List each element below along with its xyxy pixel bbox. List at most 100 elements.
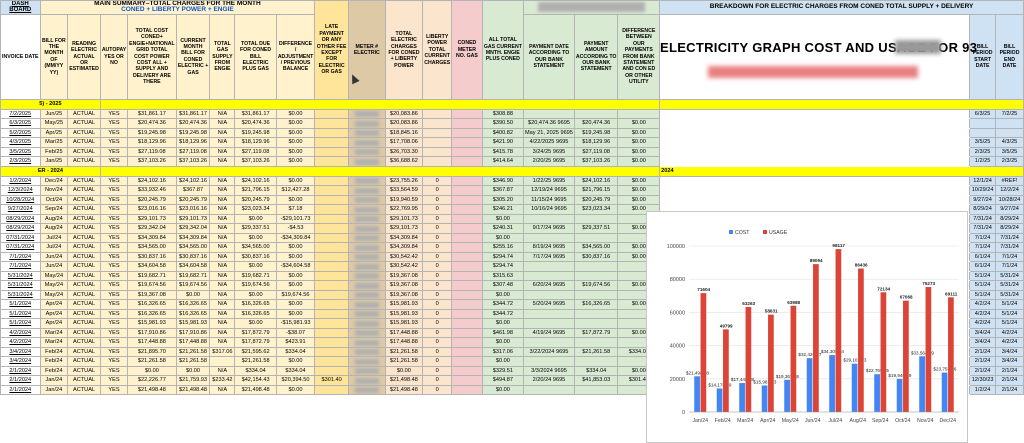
cell [451,146,483,158]
cell: $0.00 [617,137,661,148]
meter-cell [348,194,386,206]
cell: $400.82 [481,127,525,139]
cost-data-label: $15,981.93 [753,379,776,384]
cell: 3/4/24 [995,356,1024,367]
cost-bar [919,356,925,412]
meter-cell [348,270,386,282]
invoice-date-link[interactable]: 08/29/2024 [0,223,41,234]
cell: ACTUAL [67,327,101,339]
cell: N/A [209,213,236,225]
cell: Jul/24 [39,242,69,253]
invoice-date-link[interactable]: 4/2/2024 [0,327,41,339]
x-tick-label: Oct/24 [895,418,910,424]
cell: YES [99,365,129,377]
cell: $0.00 [234,289,277,301]
invoice-date-link[interactable]: 08/29/2024 [0,213,41,225]
dashboard-link[interactable]: DASH BOARD [0,0,41,15]
cell: $0.00 [481,337,525,348]
cell: $494.87 [481,375,525,386]
invoice-date-link[interactable]: 12/3/2024 [0,185,41,196]
cell [451,308,483,320]
invoice-date-link[interactable]: 3/5/2025 [0,146,41,158]
cell [314,204,349,215]
cell: $19,682.71 [127,270,177,282]
cell: $23,023.34 [234,204,277,215]
meter-cell [348,280,386,291]
cell: ACTUAL [67,156,101,167]
invoice-date-link[interactable]: 5/1/2024 [0,308,41,320]
invoice-date-link[interactable]: 5/2/2025 [0,127,41,139]
chart-area-cell [659,108,971,120]
meter-cell [348,223,386,234]
cost-bar [716,388,723,412]
cost-bar [896,378,903,412]
cell [451,251,483,263]
cell: $21,796.15 [234,185,277,196]
invoice-date-link[interactable]: 3/4/2024 [0,346,41,358]
invoice-date-link[interactable]: 2/1/2024 [0,384,41,396]
meter-cell [348,213,386,225]
header-meter-electric: METER # ELECTRIC [348,0,386,100]
invoice-date-link[interactable]: 07/31/2024 [0,242,41,253]
cell: ACTUAL [67,346,101,358]
legend-label: COST [735,230,750,236]
cell: N/A [209,327,236,339]
invoice-date-link[interactable]: 2/1/2024 [0,365,41,377]
invoice-date-link[interactable]: 6/3/2025 [0,118,41,129]
cell [523,356,575,367]
cell: 3/22/2024 9695 [523,346,575,358]
cell [422,146,453,158]
cell [314,175,349,187]
meter-cell [348,308,386,320]
cell: 2/1/24 [969,356,997,367]
invoice-date-link[interactable]: 10/28/2024 [0,194,41,206]
invoice-date-link[interactable]: 2/1/2024 [0,375,41,386]
cell: $21,498.48 [384,384,424,396]
invoice-date-link[interactable]: 2/3/2025 [0,156,41,167]
invoice-date-link[interactable]: 7/1/2024 [0,251,41,263]
providers-line: CONED + LIBERTY POWER + ENGIE [121,6,234,14]
invoice-date-link[interactable]: 5/1/2024 [0,299,41,310]
cell [573,308,619,320]
invoice-date-link[interactable]: 7/2/2025 [0,108,41,120]
cell [617,108,661,120]
cell: $414.64 [481,156,525,167]
invoice-date-link[interactable]: 5/31/2024 [0,289,41,301]
invoice-date-link[interactable]: 3/4/2024 [0,356,41,367]
cell: $334.04 [573,365,619,377]
cost-data-label: $32,426.17 [798,352,821,357]
cell: $0.00 [275,251,316,263]
cell [314,108,349,120]
redacted-red-note [708,66,918,78]
cost-bar [784,379,790,412]
chart-area-cell [659,156,971,167]
invoice-date-link[interactable]: 5/31/2024 [0,280,41,291]
invoice-date-link[interactable]: 9/27/2024 [0,204,41,215]
usage-bar [790,305,797,412]
cell: 5/20/24 9695 [523,299,575,310]
cell: Aug/24 [39,213,69,225]
cell: 5/1/24 [995,308,1024,320]
invoice-date-link[interactable]: 5/31/2024 [0,270,41,282]
cell: $0.00 [275,356,316,367]
invoice-date-link[interactable]: 4/2/2024 [0,337,41,348]
cell: 2/1/24 [995,384,1024,396]
invoice-date-link[interactable]: 7/1/2024 [0,261,41,272]
invoice-date-link[interactable]: 1/2/2024 [0,175,41,187]
cell: 2/20/24 9695 [523,375,575,386]
invoice-date-link[interactable]: 07/31/2024 [0,232,41,244]
cell: YES [99,346,129,358]
cell: Aug/24 [39,223,69,234]
chart-area-cell [659,137,971,148]
cell: Oct/24 [39,194,69,206]
redacted-meter [355,320,379,327]
invoice-date-link[interactable]: 5/1/2024 [0,318,41,329]
cell: $16,326.65 [175,308,211,320]
cell: $20,083.86 [384,108,424,120]
legend-swatch [763,230,767,234]
cell: YES [99,337,129,348]
cell: $16,326.65 [127,308,177,320]
cell: $31,861.17 [127,108,177,120]
cell: $34,604.58 [175,261,211,272]
invoice-date-link[interactable]: 4/3/2025 [0,137,41,148]
